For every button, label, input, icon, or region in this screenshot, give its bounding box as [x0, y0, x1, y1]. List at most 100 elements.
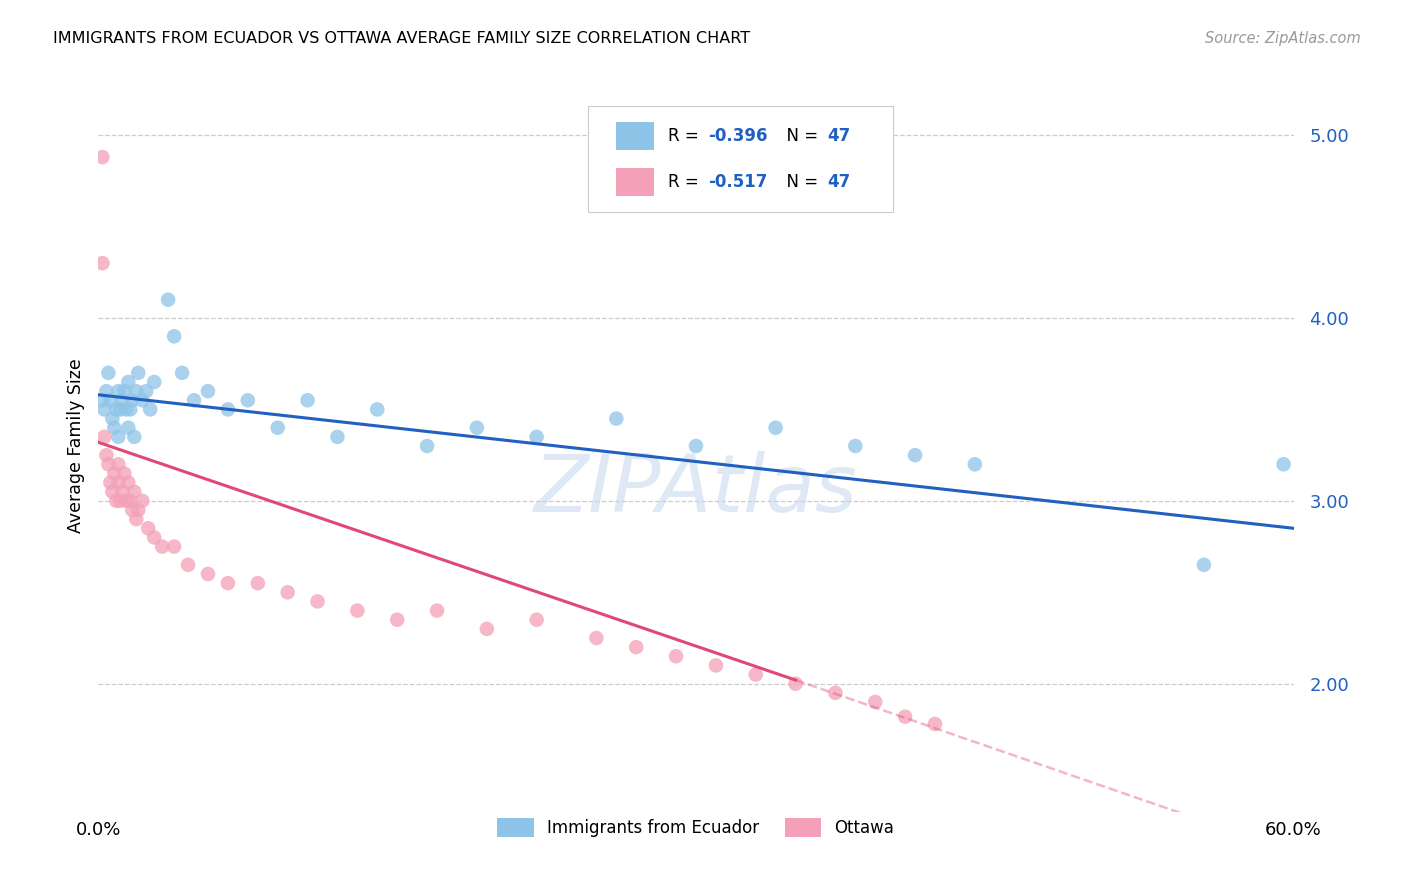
Point: [135, 384, 157, 398]
Point: [93, 402, 115, 417]
Point: [426, 603, 449, 617]
Point: [346, 603, 368, 617]
Point: [131, 494, 153, 508]
Point: [93, 430, 115, 444]
Point: [105, 494, 128, 508]
Point: [172, 366, 194, 380]
Point: [1192, 558, 1215, 572]
Point: [139, 402, 162, 417]
Point: [125, 512, 148, 526]
Point: [120, 494, 142, 508]
Point: [150, 540, 173, 554]
Point: [98, 475, 122, 490]
Point: [526, 430, 548, 444]
Point: [117, 475, 139, 490]
Point: [157, 293, 180, 307]
Point: [127, 366, 149, 380]
Point: [217, 402, 239, 417]
Point: [111, 393, 134, 408]
Point: [97, 366, 120, 380]
Point: [91, 256, 114, 270]
Point: [585, 631, 607, 645]
Point: [117, 421, 139, 435]
Point: [143, 530, 166, 544]
Point: [704, 658, 727, 673]
Point: [112, 467, 135, 481]
Point: [91, 393, 114, 408]
Point: [115, 494, 138, 508]
Point: [526, 613, 548, 627]
Point: [107, 475, 129, 490]
Text: -0.396: -0.396: [709, 128, 768, 145]
Point: [97, 457, 120, 471]
Y-axis label: Average Family Size: Average Family Size: [66, 359, 84, 533]
Point: [844, 439, 866, 453]
Point: [297, 393, 319, 408]
Point: [121, 503, 143, 517]
Point: [267, 421, 290, 435]
Text: R =: R =: [668, 173, 704, 191]
Point: [824, 686, 846, 700]
Point: [163, 540, 186, 554]
Point: [183, 393, 205, 408]
Point: [117, 375, 139, 389]
Point: [177, 558, 200, 572]
Text: R =: R =: [668, 128, 704, 145]
Bar: [616, 122, 654, 150]
Bar: [616, 168, 654, 195]
Point: [111, 484, 134, 499]
Point: [605, 411, 627, 425]
Point: [366, 402, 388, 417]
Text: 47: 47: [827, 173, 851, 191]
Point: [665, 649, 688, 664]
Point: [626, 640, 648, 655]
Point: [326, 430, 349, 444]
Point: [1272, 457, 1295, 471]
Point: [765, 421, 787, 435]
Point: [107, 457, 129, 471]
Legend: Immigrants from Ecuador, Ottawa: Immigrants from Ecuador, Ottawa: [491, 811, 901, 844]
Text: ZIPAtlas: ZIPAtlas: [534, 450, 858, 529]
Point: [385, 613, 409, 627]
Point: [894, 709, 917, 723]
Point: [475, 622, 498, 636]
Point: [112, 384, 135, 398]
Point: [98, 393, 122, 408]
Point: [125, 384, 148, 398]
Point: [121, 393, 143, 408]
Point: [685, 439, 707, 453]
Point: [127, 503, 149, 517]
FancyBboxPatch shape: [589, 106, 893, 212]
Point: [924, 717, 946, 731]
Point: [277, 585, 299, 599]
Point: [101, 411, 124, 425]
Point: [131, 393, 153, 408]
Text: IMMIGRANTS FROM ECUADOR VS OTTAWA AVERAGE FAMILY SIZE CORRELATION CHART: IMMIGRANTS FROM ECUADOR VS OTTAWA AVERAG…: [53, 31, 751, 46]
Text: N =: N =: [776, 173, 824, 191]
Point: [136, 521, 159, 535]
Point: [163, 329, 186, 343]
Point: [103, 421, 125, 435]
Point: [110, 402, 132, 417]
Point: [904, 448, 927, 462]
Point: [110, 494, 132, 508]
Point: [124, 430, 146, 444]
Point: [143, 375, 166, 389]
Point: [107, 384, 129, 398]
Text: Source: ZipAtlas.com: Source: ZipAtlas.com: [1205, 31, 1361, 46]
Point: [217, 576, 239, 591]
Point: [246, 576, 269, 591]
Text: 47: 47: [827, 128, 851, 145]
Point: [96, 384, 118, 398]
Point: [96, 448, 118, 462]
Point: [124, 484, 146, 499]
Point: [307, 594, 329, 608]
Point: [107, 430, 129, 444]
Point: [785, 676, 807, 690]
Point: [236, 393, 259, 408]
Point: [101, 484, 124, 499]
Point: [745, 667, 768, 681]
Point: [91, 150, 114, 164]
Point: [963, 457, 986, 471]
Point: [465, 421, 488, 435]
